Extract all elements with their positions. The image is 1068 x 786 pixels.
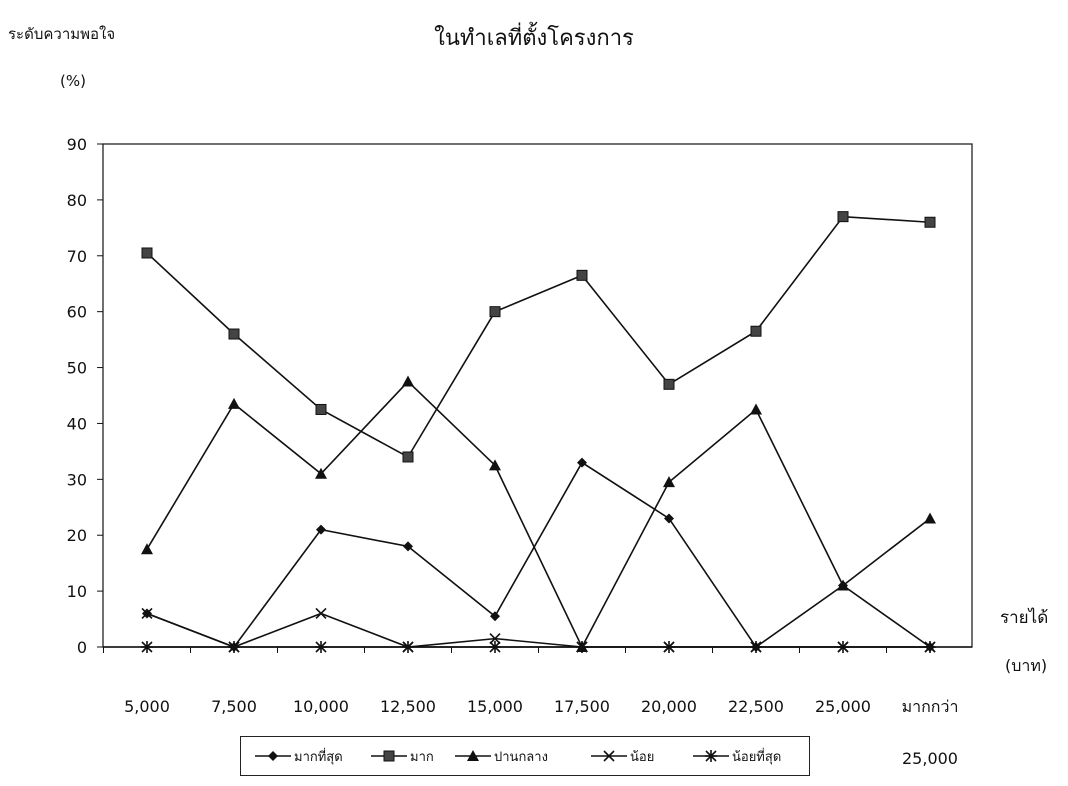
data-point-series-3	[402, 375, 414, 387]
data-point-series-2	[837, 211, 849, 223]
data-point-series-1	[316, 524, 326, 535]
legend-label: ปานกลาง	[494, 749, 548, 765]
y-axis-unit: (%)	[60, 72, 86, 90]
data-point-series-4	[489, 633, 501, 645]
y-tick-label: 0	[77, 638, 87, 657]
data-point-series-1	[490, 611, 500, 622]
data-point-series-4	[141, 607, 153, 620]
y-tick-label: 20	[67, 526, 87, 545]
series-line-1	[146, 461, 931, 649]
x-tick-label: มากกว่า	[902, 697, 959, 716]
data-point-series-5	[402, 641, 414, 653]
series-line-3	[146, 380, 931, 649]
y-tick-label: 90	[67, 135, 87, 154]
legend-marker	[383, 750, 395, 762]
data-point-series-1	[577, 457, 587, 468]
data-point-series-3	[489, 459, 501, 471]
legend-swatch	[255, 751, 291, 761]
data-point-series-5	[315, 641, 327, 653]
data-point-series-3	[924, 512, 936, 524]
data-point-series-1	[403, 541, 413, 552]
x-tick-label: 20,000	[641, 697, 697, 716]
y-tick-label: 60	[67, 303, 87, 322]
data-point-series-1	[664, 513, 674, 524]
data-point-series-5	[228, 641, 240, 653]
y-tick-label: 80	[67, 191, 87, 210]
data-point-series-2	[141, 247, 153, 259]
legend-item: น้อยที่สุด	[693, 737, 781, 775]
x-tick-label: 12,500	[380, 697, 436, 716]
data-point-series-2	[750, 325, 762, 337]
data-point-series-2	[924, 216, 936, 228]
data-point-series-2	[228, 328, 240, 340]
data-point-series-3	[141, 543, 153, 555]
x-axis-label: รายได้	[1000, 608, 1049, 628]
y-tick-label: 40	[67, 414, 87, 433]
y-tick-label: 30	[67, 470, 87, 489]
legend-marker	[603, 750, 615, 762]
y-tick-label: 10	[67, 582, 87, 601]
data-point-series-5	[750, 641, 762, 653]
chart-title: ในทำเลที่ตั้งโครงการ	[434, 26, 634, 51]
series-line-2	[146, 215, 931, 459]
y-axis-label: ระดับความพอใจ	[8, 25, 116, 43]
data-point-series-3	[228, 397, 240, 409]
data-point-series-2	[315, 403, 327, 415]
series-line-4	[146, 612, 930, 648]
data-point-series-5	[576, 641, 588, 653]
data-point-series-2	[663, 378, 675, 390]
chart-legend: มากที่สุด มาก ปานกลาง น้อย น้อยที่สุด	[240, 736, 810, 776]
data-point-series-2	[489, 306, 501, 318]
data-point-series-5	[837, 641, 849, 653]
legend-swatch	[591, 750, 627, 762]
x-tick-label: 25,000	[902, 749, 958, 768]
data-point-series-3	[315, 467, 327, 479]
x-tick-label: 17,500	[554, 697, 610, 716]
x-tick-label: 15,000	[467, 697, 523, 716]
y-tick-label: 70	[67, 247, 87, 266]
data-point-series-4	[315, 607, 327, 620]
data-point-series-2	[576, 269, 588, 281]
legend-marker	[268, 751, 278, 761]
x-tick-label: 10,000	[293, 697, 349, 716]
data-point-series-5	[141, 641, 153, 653]
x-tick-label: 25,000	[815, 697, 871, 716]
legend-label: น้อยที่สุด	[732, 749, 782, 765]
x-tick-label: 5,000	[124, 697, 170, 716]
legend-swatch	[693, 750, 729, 762]
legend-item: มาก	[371, 737, 434, 775]
x-tick-label: 7,500	[211, 697, 257, 716]
legend-swatch	[371, 750, 407, 762]
x-axis-unit: (บาท)	[1005, 656, 1048, 675]
data-point-series-5	[663, 641, 675, 653]
data-point-series-3	[750, 403, 762, 415]
legend-marker	[467, 750, 479, 761]
y-tick-label: 50	[67, 359, 87, 378]
legend-swatch	[455, 750, 491, 761]
legend-item: ปานกลาง	[455, 737, 548, 775]
legend-marker	[705, 750, 717, 762]
data-point-series-2	[402, 451, 414, 463]
legend-item: มากที่สุด	[255, 737, 343, 775]
data-point-series-5	[489, 641, 501, 653]
legend-item: น้อย	[591, 737, 654, 775]
x-tick-label: 22,500	[728, 697, 784, 716]
legend-label: น้อย	[630, 749, 655, 765]
legend-label: มาก	[410, 749, 434, 765]
data-point-series-3	[663, 476, 675, 488]
data-point-series-3	[837, 579, 849, 591]
data-point-series-5	[924, 641, 936, 653]
legend-label: มากที่สุด	[294, 749, 343, 765]
